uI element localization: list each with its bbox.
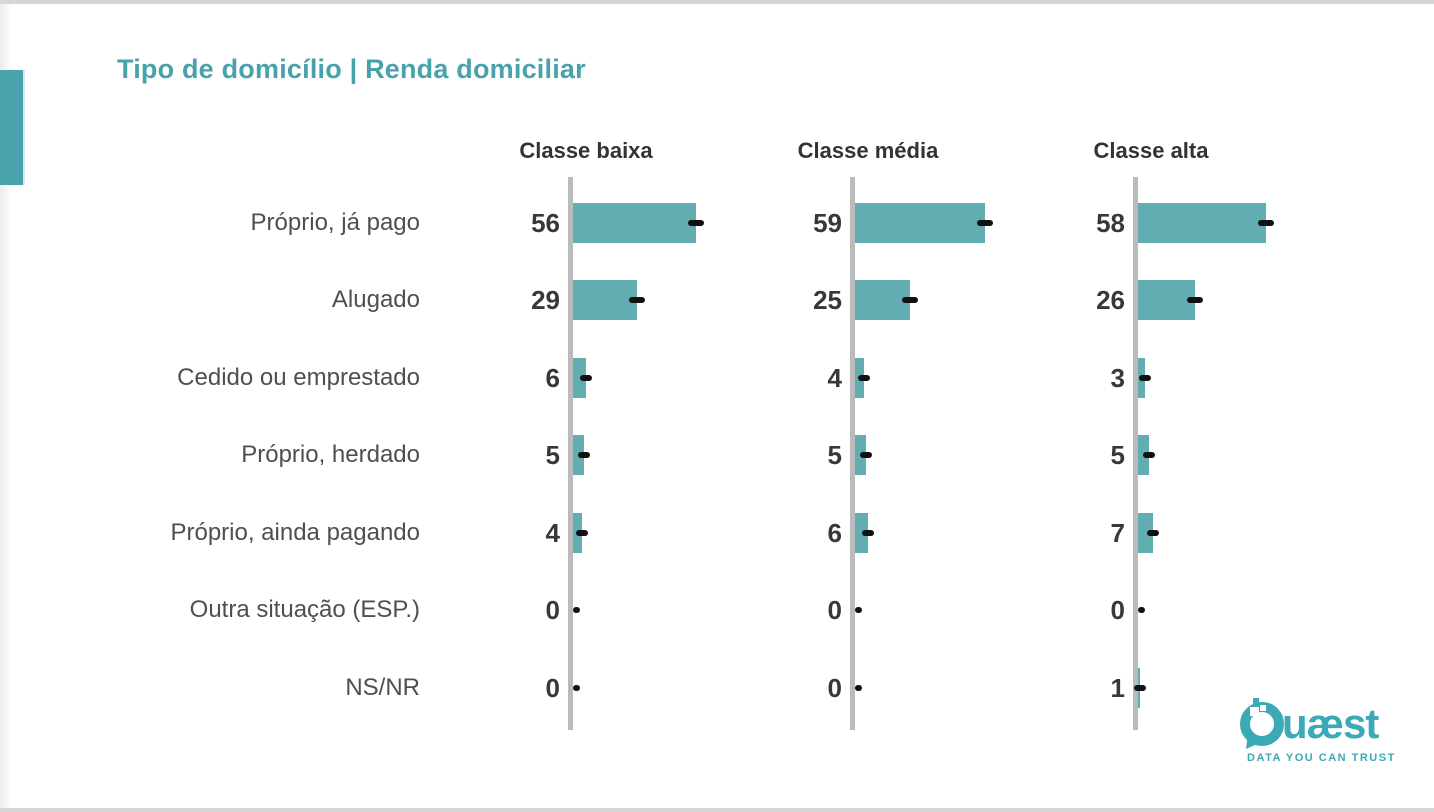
value-label: 25	[813, 285, 842, 315]
value-label: 0	[545, 595, 560, 625]
bar	[573, 280, 637, 320]
category-label: Próprio, ainda pagando	[170, 518, 420, 546]
tick-marker	[572, 684, 580, 691]
tick-marker	[860, 452, 872, 458]
page-top-border	[0, 0, 1434, 4]
value-label: 6	[827, 517, 842, 548]
page-bottom-border	[0, 808, 1434, 812]
category-label: Alugado	[331, 286, 420, 313]
page-left-edge	[0, 4, 12, 808]
value-label: 5	[827, 440, 842, 470]
bar	[573, 357, 587, 398]
value-label: 56	[531, 207, 560, 238]
tick-marker	[1134, 684, 1147, 691]
tick-marker	[854, 684, 862, 691]
column-header: Classe baixa	[519, 138, 653, 163]
value-label: 4	[545, 517, 560, 548]
value-label: 29	[531, 285, 560, 315]
svg-text:uæst: uæst	[1282, 700, 1379, 747]
value-label: 26	[1096, 285, 1125, 315]
tick-marker	[1137, 607, 1145, 613]
bar	[1138, 512, 1154, 553]
value-label: 59	[813, 207, 842, 238]
value-label: 4	[827, 362, 842, 393]
bar	[855, 202, 985, 243]
tick-marker	[1257, 219, 1274, 226]
tick-marker	[902, 297, 918, 303]
value-label: 3	[1110, 362, 1125, 393]
tick-marker	[578, 452, 590, 458]
logo-tagline: DATA YOU CAN TRUST	[1247, 752, 1396, 764]
value-label: 0	[1110, 595, 1125, 625]
category-label: Próprio, herdado	[241, 441, 420, 468]
bar	[1138, 280, 1196, 320]
tick-marker	[580, 374, 593, 381]
axis-line	[1133, 177, 1138, 730]
value-label: 0	[827, 672, 842, 703]
tick-marker	[854, 607, 862, 613]
tick-marker	[572, 607, 580, 613]
category-label: Outra situação (ESP.)	[189, 596, 420, 623]
accent-block	[0, 70, 25, 185]
tick-marker	[862, 529, 875, 536]
value-label: 6	[545, 362, 560, 393]
axis-line	[850, 177, 855, 730]
category-label: Cedido ou emprestado	[177, 363, 420, 391]
tick-marker	[628, 297, 645, 303]
value-label: 0	[545, 672, 560, 703]
tick-marker	[1138, 374, 1151, 381]
value-label: 5	[1110, 440, 1125, 470]
value-label: 5	[545, 440, 560, 470]
quaest-logo-mark: uæst	[1240, 698, 1380, 749]
quaest-logo: uæst	[1240, 698, 1400, 755]
bar	[573, 202, 697, 243]
value-label: 58	[1096, 207, 1125, 238]
tick-marker	[1147, 529, 1160, 536]
tick-marker	[857, 374, 870, 381]
column-header: Classe alta	[1093, 138, 1209, 163]
tick-marker	[575, 529, 588, 536]
page-title: Tipo de domicílio | Renda domiciliar	[117, 54, 586, 84]
bar	[1138, 202, 1266, 243]
value-label: 0	[827, 595, 842, 625]
tick-marker	[976, 219, 993, 226]
tick-marker	[1187, 297, 1204, 303]
tick-marker	[1143, 452, 1155, 458]
bar	[855, 512, 869, 553]
column-header: Classe média	[797, 138, 939, 163]
bar	[855, 280, 910, 320]
axis-line	[568, 177, 573, 730]
tick-marker	[688, 219, 705, 226]
value-label: 1	[1110, 672, 1125, 703]
category-label: NS/NR	[345, 673, 420, 701]
category-label: Próprio, já pago	[250, 208, 420, 236]
value-label: 7	[1110, 517, 1125, 548]
